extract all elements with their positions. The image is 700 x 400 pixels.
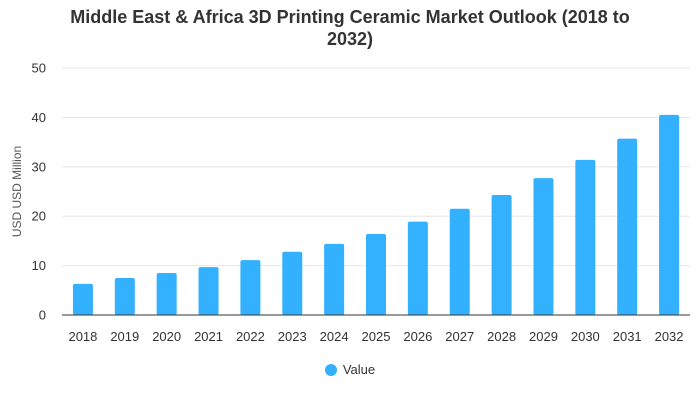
x-tick-label: 2032 xyxy=(655,329,684,344)
legend: Value xyxy=(0,362,700,379)
bar-2029[interactable] xyxy=(533,178,554,315)
bar-2022[interactable] xyxy=(240,260,261,315)
y-tick-label: 0 xyxy=(39,308,46,323)
y-axis-ticks: 0 10 20 30 40 50 xyxy=(32,61,46,323)
chart-title: Middle East & Africa 3D Printing Ceramic… xyxy=(0,6,700,50)
legend-swatch xyxy=(324,363,337,376)
x-tick-label: 2027 xyxy=(445,329,474,344)
x-tick-label: 2028 xyxy=(487,329,516,344)
bar-2025[interactable] xyxy=(366,233,386,315)
bar-2018[interactable] xyxy=(72,283,93,315)
x-tick-label: 2026 xyxy=(403,329,432,344)
x-tick-label: 2018 xyxy=(68,329,97,344)
x-tick-label: 2022 xyxy=(236,329,265,344)
y-tick-label: 20 xyxy=(32,209,46,224)
y-tick-label: 10 xyxy=(32,258,46,273)
x-tick-label: 2023 xyxy=(278,329,307,344)
x-tick-label: 2030 xyxy=(571,329,600,344)
bar-2028[interactable] xyxy=(491,194,512,315)
bar-2026[interactable] xyxy=(407,221,428,315)
x-tick-label: 2031 xyxy=(613,329,642,344)
y-tick-label: 40 xyxy=(32,110,46,125)
x-tick-label: 2024 xyxy=(320,329,349,344)
bar-2032[interactable] xyxy=(659,114,680,316)
bar-2020[interactable] xyxy=(156,273,177,315)
bar-2030[interactable] xyxy=(575,159,596,315)
chart-title-line-1: Middle East & Africa 3D Printing Ceramic… xyxy=(70,7,630,27)
x-tick-label: 2029 xyxy=(529,329,558,344)
bar-2024[interactable] xyxy=(324,243,345,315)
y-tick-label: 50 xyxy=(32,61,46,76)
bar-2019[interactable] xyxy=(114,277,135,315)
x-axis-ticks: 2018 2019 2020 2021 2022 2023 2024 2025 2026 2027… xyxy=(68,329,683,344)
x-tick-label: 2019 xyxy=(110,329,139,344)
y-tick-label: 30 xyxy=(32,159,46,174)
y-axis-title: USD USD Million xyxy=(10,146,24,237)
x-tick-label: 2021 xyxy=(194,329,223,344)
x-tick-label: 2020 xyxy=(152,329,181,344)
bars xyxy=(72,114,680,316)
bar-2023[interactable] xyxy=(282,251,303,315)
bar-2031[interactable] xyxy=(617,138,638,315)
legend-item-value[interactable]: Value xyxy=(324,362,376,377)
bar-2027[interactable] xyxy=(449,208,470,315)
legend-label: Value xyxy=(342,362,376,377)
bar-2021[interactable] xyxy=(198,267,219,315)
x-tick-label: 2025 xyxy=(362,329,391,344)
chart-title-line-2: 2032) xyxy=(326,29,374,49)
